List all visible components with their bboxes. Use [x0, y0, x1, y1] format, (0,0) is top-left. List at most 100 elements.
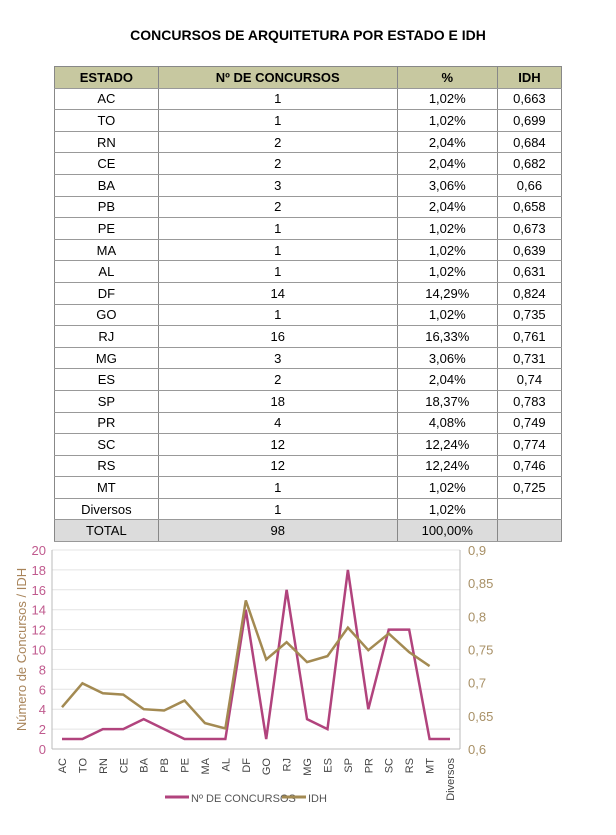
table-row: DF 14 14,29% 0,824 — [54, 282, 563, 305]
table-cell: AC — [54, 88, 159, 111]
table-cell: 1,02% — [396, 109, 498, 132]
column-header: ESTADO — [54, 66, 159, 89]
table-cell: 0,761 — [496, 325, 563, 348]
table-cell: 0,731 — [496, 347, 563, 370]
table-cell: 2 — [157, 196, 398, 219]
x-tick-label: RJ — [282, 758, 294, 771]
table-cell: 4,08% — [396, 412, 498, 435]
table-cell: 1 — [157, 498, 398, 521]
table-cell: 1 — [157, 88, 398, 111]
table-row: PR 4 4,08% 0,749 — [54, 412, 563, 435]
table-cell: Diversos — [54, 498, 159, 521]
table-row: MT 1 1,02% 0,725 — [54, 476, 563, 499]
table-row: CE 2 2,04% 0,682 — [54, 152, 563, 175]
table-cell: 0,658 — [496, 196, 563, 219]
table-cell: 2,04% — [396, 196, 498, 219]
x-tick-label: MT — [425, 758, 437, 774]
table-cell: SP — [54, 390, 159, 413]
series-line-0 — [62, 569, 450, 741]
x-tick-label: PB — [159, 758, 171, 773]
table-cell: 2,04% — [396, 131, 498, 154]
total-cell: TOTAL — [54, 519, 159, 543]
table-cell — [496, 498, 563, 521]
table-cell: 0,749 — [496, 412, 563, 435]
x-tick-label: PR — [363, 758, 375, 773]
y2-tick-label: 0,9 — [468, 543, 486, 558]
column-header: Nº DE CONCURSOS — [157, 66, 398, 89]
table-cell: 2 — [157, 152, 398, 175]
table-cell: 1 — [157, 217, 398, 240]
x-tick-label: DF — [241, 758, 253, 773]
legend-label: IDH — [308, 793, 327, 805]
table-cell: CE — [54, 152, 159, 175]
table-cell: 0,684 — [496, 131, 563, 154]
y-tick-label: 16 — [32, 583, 46, 598]
x-tick-label: AC — [57, 758, 69, 773]
table-cell: 12 — [157, 455, 398, 478]
table-cell: 0,746 — [496, 455, 563, 478]
table-cell: 0,639 — [496, 239, 563, 262]
y-axis-label: Número de Concursos / IDH — [14, 568, 29, 731]
table-row: SP 18 18,37% 0,783 — [54, 390, 563, 413]
table-cell: MG — [54, 347, 159, 370]
table-cell: SC — [54, 433, 159, 456]
y-tick-label: 0 — [39, 742, 46, 757]
table-row: AL 1 1,02% 0,631 — [54, 260, 563, 283]
table-cell: RS — [54, 455, 159, 478]
y2-tick-label: 0,85 — [468, 576, 493, 591]
table-cell: 1,02% — [396, 498, 498, 521]
table-cell: 0,783 — [496, 390, 563, 413]
table-cell: 2,04% — [396, 368, 498, 391]
x-tick-label: SC — [384, 758, 396, 773]
table-cell: 0,725 — [496, 476, 563, 499]
table-row: Diversos 1 1,02% — [54, 498, 563, 521]
total-row: TOTAL 98 100,00% — [54, 519, 563, 543]
table-cell: 0,682 — [496, 152, 563, 175]
table-row: MA 1 1,02% 0,639 — [54, 239, 563, 262]
y2-tick-label: 0,8 — [468, 609, 486, 624]
table-cell: 1 — [157, 304, 398, 327]
table-cell: 14 — [157, 282, 398, 305]
table-cell: 0,663 — [496, 88, 563, 111]
table-cell: BA — [54, 174, 159, 197]
y-tick-label: 4 — [39, 702, 46, 717]
table-row: RJ 16 16,33% 0,761 — [54, 325, 563, 348]
page-title: CONCURSOS DE ARQUITETURA POR ESTADO E ID… — [130, 27, 486, 43]
table-cell: 1 — [157, 260, 398, 283]
table-cell: 0,66 — [496, 174, 563, 197]
x-tick-label: BA — [139, 757, 151, 772]
table-cell: MT — [54, 476, 159, 499]
table-cell: 3 — [157, 174, 398, 197]
table-row: BA 3 3,06% 0,66 — [54, 174, 563, 197]
x-tick-label: RS — [404, 758, 416, 773]
table-cell: PB — [54, 196, 159, 219]
x-tick-label: AL — [220, 758, 232, 771]
table-cell: 4 — [157, 412, 398, 435]
y-tick-label: 14 — [32, 603, 46, 618]
table-cell: PE — [54, 217, 159, 240]
table-row: PE 1 1,02% 0,673 — [54, 217, 563, 240]
y-tick-label: 8 — [39, 662, 46, 677]
legend-label: Nº DE CONCURSOS — [191, 793, 296, 805]
column-header: % — [396, 66, 498, 89]
total-cell: 98 — [157, 519, 398, 543]
table-row: AC 1 1,02% 0,663 — [54, 88, 563, 111]
table-row: PB 2 2,04% 0,658 — [54, 196, 563, 219]
table-cell: 12 — [157, 433, 398, 456]
table-cell: 1,02% — [396, 217, 498, 240]
table-cell: 3,06% — [396, 347, 498, 370]
table-cell: 12,24% — [396, 455, 498, 478]
x-tick-label: CE — [118, 758, 130, 773]
table-cell: 0,631 — [496, 260, 563, 283]
table-cell: 1 — [157, 476, 398, 499]
data-table: ESTADO Nº DE CONCURSOS% IDH AC 1 1,02% 0,663 T… — [54, 66, 563, 543]
table-cell: 1,02% — [396, 260, 498, 283]
table-row: RN 2 2,04% 0,684 — [54, 131, 563, 154]
table-cell: DF — [54, 282, 159, 305]
x-tick-label: GO — [261, 758, 273, 776]
table-row: TO 1 1,02% 0,699 — [54, 109, 563, 132]
total-cell — [496, 519, 563, 543]
y-tick-label: 10 — [32, 643, 46, 658]
table-row: RS 12 12,24% 0,746 — [54, 455, 563, 478]
table-cell: MA — [54, 239, 159, 262]
